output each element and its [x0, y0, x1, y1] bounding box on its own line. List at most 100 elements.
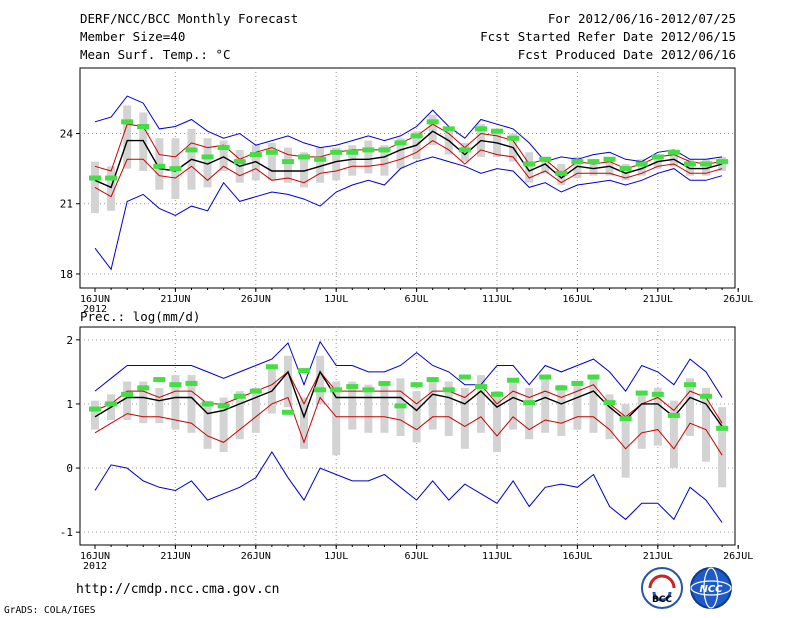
spread-box: [219, 140, 228, 171]
ensemble-marker: [667, 412, 680, 418]
ensemble-marker: [362, 387, 375, 393]
y-tick-label: 1: [66, 398, 73, 411]
spread-box: [460, 387, 469, 449]
spread-box: [283, 355, 292, 408]
spread-box: [139, 381, 148, 424]
ensemble-marker: [426, 119, 439, 125]
ensemble-marker: [426, 377, 439, 383]
ensemble-marker: [587, 374, 600, 380]
ensemble-marker: [265, 364, 278, 370]
x-year-label: 2012: [83, 304, 107, 315]
temp-variable-label: Mean Surf. Temp.: °C: [80, 47, 231, 62]
spread-box: [476, 375, 485, 433]
ensemble-marker: [507, 377, 520, 383]
x-tick-label: 26JUN: [241, 294, 271, 305]
spread-box: [589, 159, 598, 176]
ensemble-marker: [474, 126, 487, 132]
spread-box: [669, 400, 678, 469]
forecast-produced-date: Fcst Produced Date 2012/06/16: [517, 47, 736, 62]
ensemble-marker: [201, 401, 214, 407]
spread-box: [444, 381, 453, 436]
spread-box: [380, 145, 389, 176]
x-tick-label: 21JUL: [643, 294, 673, 305]
spread-box: [155, 387, 164, 424]
ensemble-marker: [233, 393, 246, 399]
ensemble-marker: [539, 374, 552, 380]
lower-spread-line: [94, 396, 723, 456]
spread-box: [702, 387, 711, 462]
temperature-panel: 16JUN 21JUN 26JUN 1JUL 6JUL 11JUL 16JUL 21JUL 26…: [60, 67, 753, 315]
ensemble-marker: [555, 385, 568, 391]
spread-box: [235, 391, 244, 440]
ensemble-marker: [281, 409, 294, 415]
ncc-logo: NCC: [690, 567, 732, 609]
spread-box: [364, 384, 373, 433]
ensemble-marker: [346, 149, 359, 155]
x-tick-label: 16JUL: [562, 294, 592, 305]
ensemble-marker: [153, 163, 166, 169]
spread-box: [123, 105, 132, 169]
ensemble-marker: [121, 391, 134, 397]
ensemble-marker: [571, 159, 584, 165]
spread-box: [219, 397, 228, 453]
spread-box: [412, 391, 421, 443]
ensemble-marker: [683, 161, 696, 167]
ensemble-marker: [410, 133, 423, 139]
spread-box: [300, 152, 309, 188]
spread-box: [187, 375, 196, 433]
ensemble-marker: [394, 140, 407, 146]
spread-box: [267, 142, 276, 181]
spread-box: [396, 138, 405, 169]
spread-box: [300, 397, 309, 449]
x-tick-label: 21JUL: [643, 551, 673, 562]
spread-box: [428, 378, 437, 430]
spread-box: [364, 140, 373, 174]
x-tick-label: 16JUL: [562, 551, 592, 562]
spread-box: [203, 400, 212, 449]
upper-spread-line: [94, 370, 723, 424]
ensemble-marker: [169, 382, 182, 388]
y-tick-label: 24: [60, 128, 74, 141]
forecast-start-date: Fcst Started Refer Date 2012/06/15: [480, 29, 736, 44]
ensemble-marker: [233, 159, 246, 165]
min-envelope-line: [94, 451, 723, 523]
spread-box: [541, 156, 550, 174]
ensemble-marker: [346, 384, 359, 390]
ensemble-mean-line: [94, 130, 723, 189]
ensemble-marker: [249, 152, 262, 158]
spread-box: [123, 381, 132, 420]
ensemble-marker: [217, 145, 230, 151]
ensemble-marker: [539, 156, 552, 162]
ensemble-marker: [121, 119, 134, 125]
x-tick-label: 1JUL: [324, 551, 348, 562]
ensemble-marker: [265, 149, 278, 155]
y-tick-label: -1: [60, 526, 73, 539]
ensemble-marker: [619, 416, 632, 422]
spread-box: [332, 381, 341, 456]
x-tick-label: 6JUL: [405, 551, 429, 562]
x-tick-label: 1JUL: [324, 294, 348, 305]
chart-title: DERF/NCC/BCC Monthly Forecast: [80, 11, 299, 26]
ensemble-marker: [137, 385, 150, 391]
ensemble-marker: [603, 156, 616, 162]
spread-box: [283, 147, 292, 183]
x-tick-label: 16JUN: [80, 551, 110, 562]
spread-box: [251, 145, 260, 181]
x-tick-label: 21JUN: [160, 551, 190, 562]
spread-box: [203, 138, 212, 188]
ensemble-marker: [314, 156, 327, 162]
spread-box: [605, 394, 614, 440]
spread-box: [348, 381, 357, 430]
ensemble-marker: [700, 161, 713, 167]
ensemble-marker: [635, 390, 648, 396]
spread-box: [637, 391, 646, 449]
ensemble-marker: [571, 380, 584, 386]
x-tick-label: 26JUL: [723, 551, 753, 562]
ensemble-marker: [362, 147, 375, 153]
ensemble-marker: [105, 401, 118, 407]
spread-box: [525, 152, 534, 183]
upper-spread-line: [94, 123, 723, 174]
member-size-label: Member Size=40: [80, 29, 186, 44]
ensemble-marker: [442, 126, 455, 132]
ensemble-marker: [635, 161, 648, 167]
